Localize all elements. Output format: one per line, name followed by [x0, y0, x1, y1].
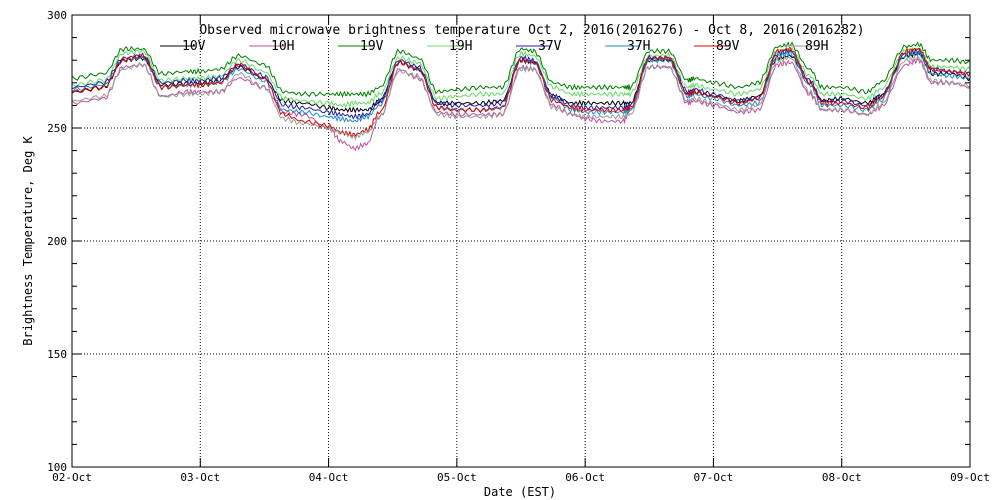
x-tick-label: 03-Oct	[180, 471, 220, 484]
series-line-19h	[71, 46, 971, 108]
legend-label-10v: 10V	[182, 39, 206, 54]
x-tick-label: 09-Oct	[950, 471, 990, 484]
y-tick-label: 150	[47, 348, 67, 361]
x-tick-label: 02-Oct	[52, 471, 92, 484]
y-tick-label: 300	[47, 9, 67, 22]
x-tick-label: 04-Oct	[309, 471, 349, 484]
legend-label-37v: 37V	[538, 39, 562, 54]
legend-label-89v: 89V	[716, 39, 740, 54]
x-tick-labels: 02-Oct 03-Oct 04-Oct 05-Oct 06-Oct 07-Oct 08-O…	[52, 471, 990, 484]
axis-ticks	[71, 14, 971, 468]
chart-title: Observed microwave brightness temperatur…	[199, 23, 864, 38]
series-line-89v	[71, 47, 971, 138]
x-tick-label: 06-Oct	[565, 471, 605, 484]
legend-label-37h: 37H	[627, 39, 650, 54]
y-tick-label: 250	[47, 122, 67, 135]
y-tick-labels: 100 150 200 250 300	[47, 9, 67, 474]
x-axis-label: Date (EST)	[484, 485, 556, 499]
x-tick-label: 05-Oct	[437, 471, 477, 484]
x-tick-label: 07-Oct	[694, 471, 734, 484]
y-tick-label: 100	[47, 461, 67, 474]
y-axis-label: Brightness Temperature, Deg K	[21, 135, 35, 345]
legend-label-10h: 10H	[271, 39, 294, 54]
series-line-19v	[71, 41, 971, 99]
legend-label-19h: 19H	[449, 39, 472, 54]
grid-lines	[72, 15, 970, 467]
series-lines	[71, 41, 971, 152]
legend-label-19v: 19V	[360, 39, 384, 54]
legend-label-89h: 89H	[805, 39, 828, 54]
x-tick-label: 08-Oct	[822, 471, 862, 484]
series-line-89h	[71, 54, 971, 141]
y-tick-label: 200	[47, 235, 67, 248]
legend: 10V 10H 19V 19H 37V 37H 89V 89H	[160, 39, 828, 54]
